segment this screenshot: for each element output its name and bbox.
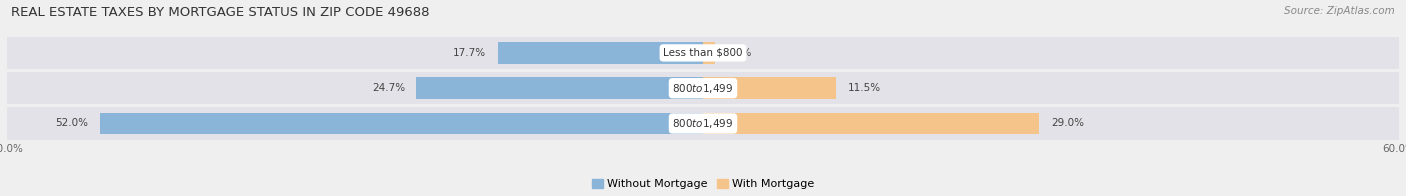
Bar	[7, 72, 1399, 104]
Text: $800 to $1,499: $800 to $1,499	[672, 117, 734, 130]
Legend: Without Mortgage, With Mortgage: Without Mortgage, With Mortgage	[588, 175, 818, 194]
Text: 1.0%: 1.0%	[725, 48, 752, 58]
Text: 17.7%: 17.7%	[453, 48, 486, 58]
Bar	[7, 107, 1399, 140]
Text: 11.5%: 11.5%	[848, 83, 882, 93]
Bar	[703, 42, 714, 64]
Bar	[703, 113, 1039, 134]
Text: 29.0%: 29.0%	[1052, 118, 1084, 129]
Text: Less than $800: Less than $800	[664, 48, 742, 58]
Bar	[7, 37, 1399, 69]
Text: REAL ESTATE TAXES BY MORTGAGE STATUS IN ZIP CODE 49688: REAL ESTATE TAXES BY MORTGAGE STATUS IN …	[11, 6, 430, 19]
Bar	[498, 42, 703, 64]
Bar	[703, 77, 837, 99]
Text: 52.0%: 52.0%	[55, 118, 89, 129]
Bar	[100, 113, 703, 134]
Text: $800 to $1,499: $800 to $1,499	[672, 82, 734, 95]
Bar	[416, 77, 703, 99]
Text: Source: ZipAtlas.com: Source: ZipAtlas.com	[1284, 6, 1395, 16]
Text: 24.7%: 24.7%	[371, 83, 405, 93]
